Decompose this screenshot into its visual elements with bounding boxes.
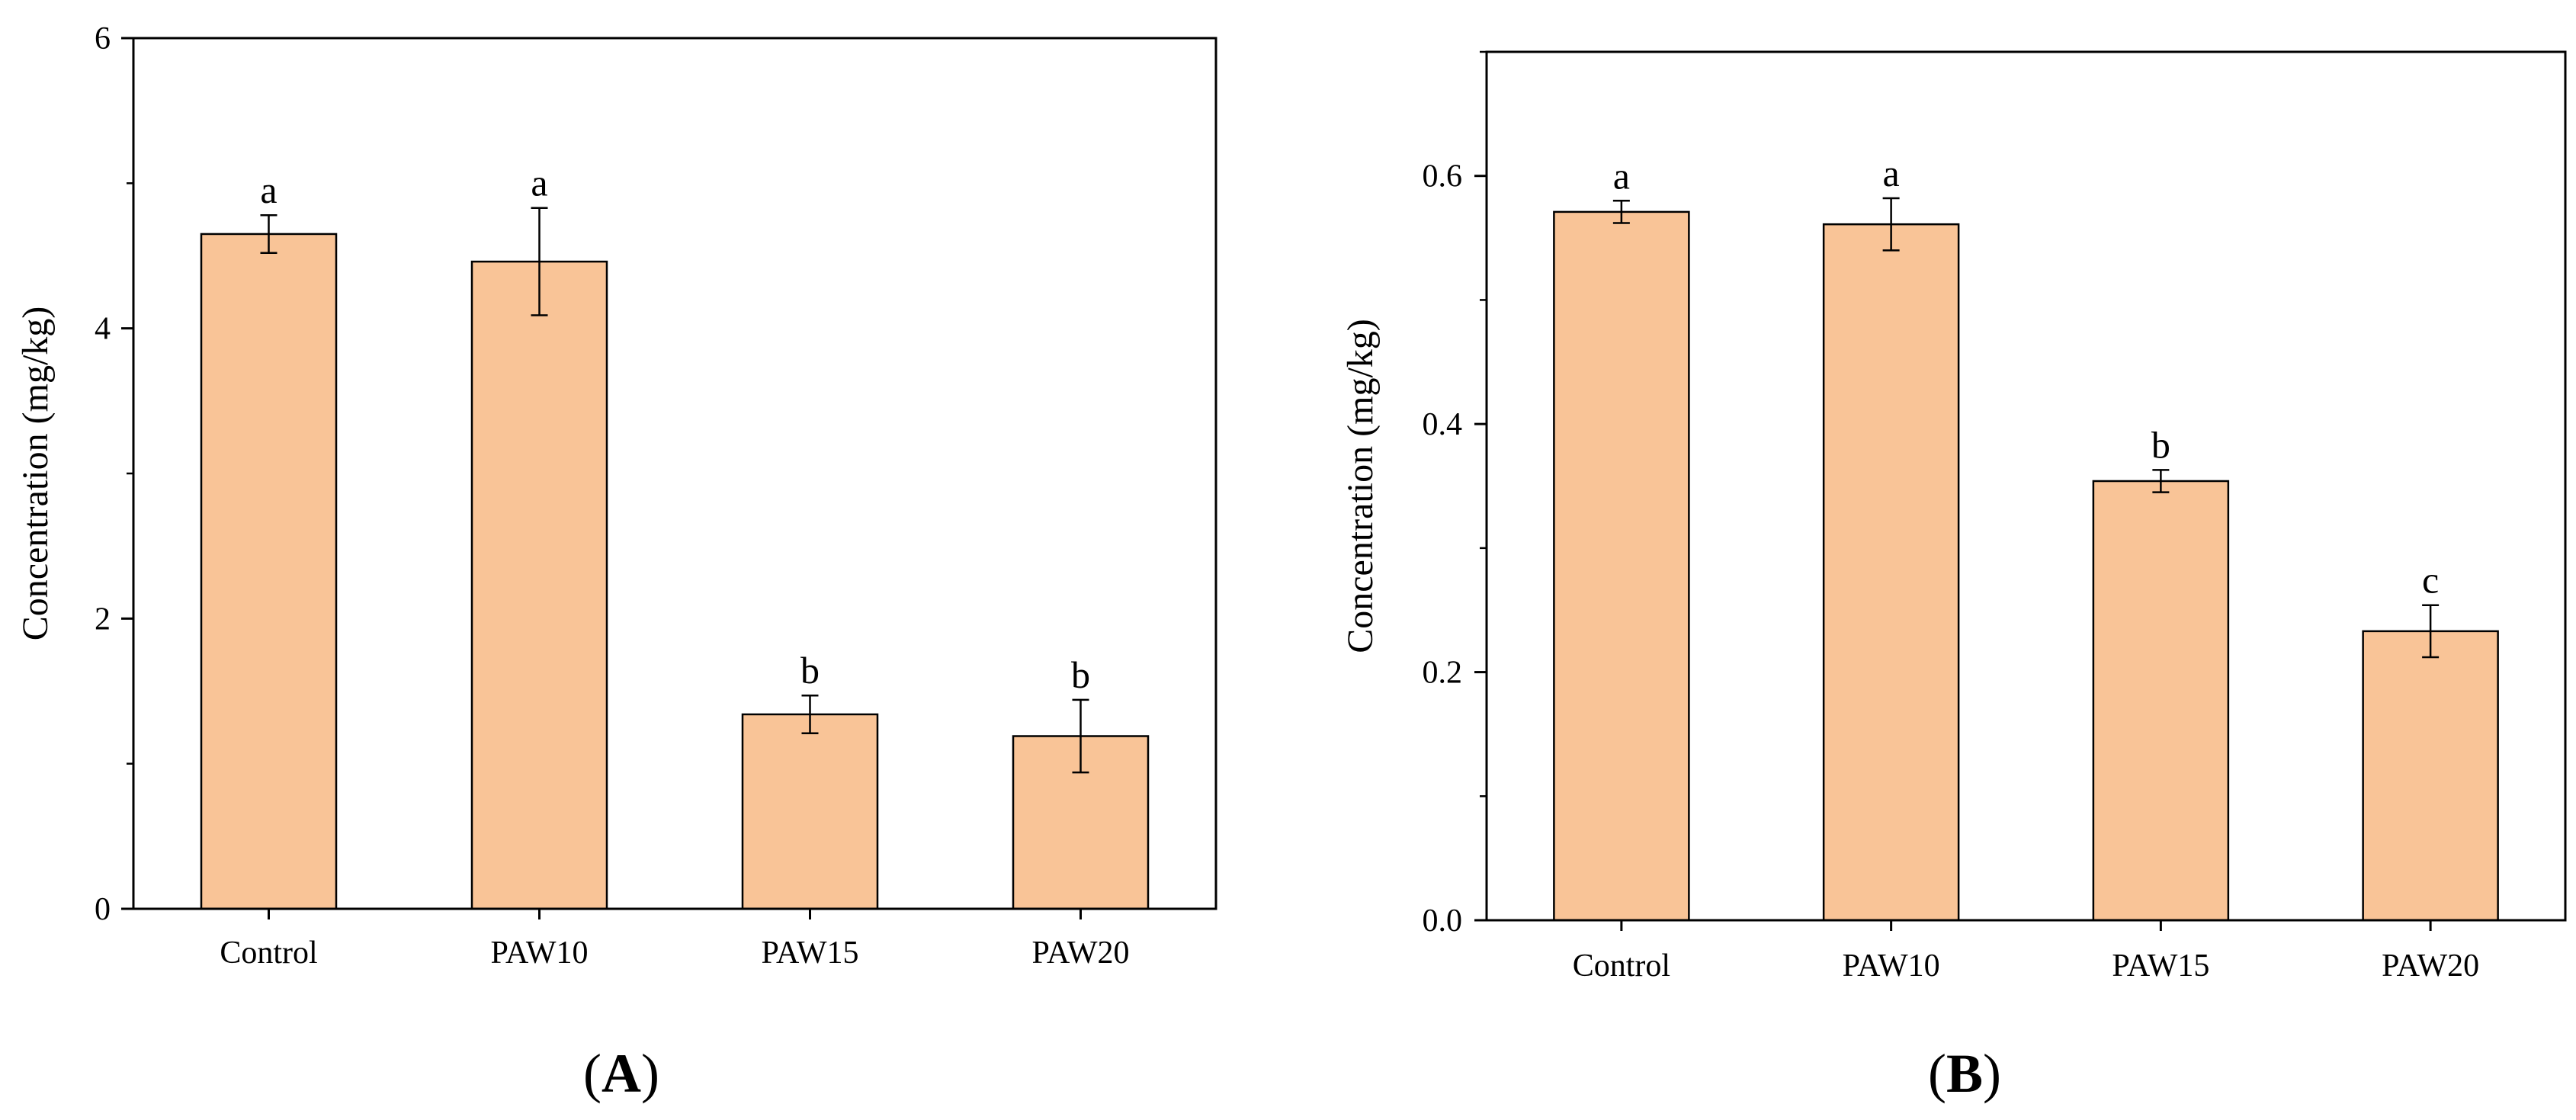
x-tick-label: PAW15 bbox=[761, 935, 858, 971]
y-tick-label: 0.4 bbox=[1423, 407, 1463, 442]
y-tick-label: 0.6 bbox=[1423, 159, 1463, 194]
chart-panel-a: a Control a PAW10 b PAW15 b PAW20 0 2 4 6 Concentrat… bbox=[15, 21, 1217, 1104]
bar-paw15 bbox=[741, 713, 879, 910]
x-tick-label: PAW20 bbox=[1031, 935, 1129, 971]
significance-letter: a bbox=[1613, 154, 1630, 197]
error-bar bbox=[531, 207, 548, 316]
error-bar bbox=[801, 694, 819, 734]
bar-paw10 bbox=[1822, 223, 1960, 922]
error-bar bbox=[260, 213, 277, 254]
significance-letter: b bbox=[1071, 653, 1090, 696]
bar-paw15 bbox=[2092, 480, 2230, 922]
bar-paw10 bbox=[470, 260, 608, 910]
bar-paw20 bbox=[2362, 630, 2499, 922]
y-tick-label: 6 bbox=[95, 21, 111, 56]
significance-letter: a bbox=[260, 168, 277, 211]
x-tick-label: PAW15 bbox=[2112, 948, 2209, 984]
y-tick-label: 0.0 bbox=[1423, 903, 1463, 939]
x-tick-label: Control bbox=[1573, 948, 1670, 984]
error-bar bbox=[2422, 604, 2440, 659]
y-axis-title: Concentration (mg/kg) bbox=[15, 306, 56, 641]
error-bar bbox=[1882, 197, 1900, 252]
x-tick-label: Control bbox=[220, 935, 317, 971]
error-bar bbox=[2152, 469, 2170, 493]
bar-control bbox=[1553, 210, 1690, 922]
significance-letter: b bbox=[800, 649, 820, 692]
y-tick-label: 4 bbox=[95, 312, 111, 347]
plot-frame bbox=[132, 37, 1217, 910]
x-tick-label: PAW10 bbox=[490, 935, 588, 971]
significance-letter: c bbox=[2422, 559, 2439, 602]
significance-letter: a bbox=[1883, 152, 1900, 194]
y-tick-label: 2 bbox=[95, 602, 111, 637]
x-tick-label: PAW20 bbox=[2382, 948, 2479, 984]
panel-label: (B) bbox=[1928, 1043, 2001, 1104]
bar-control bbox=[200, 233, 338, 910]
y-axis-title: Concentration (mg/kg) bbox=[1340, 319, 1381, 653]
significance-letter: b bbox=[2151, 423, 2170, 466]
x-tick-label: PAW10 bbox=[1843, 948, 1940, 984]
error-bar bbox=[1072, 698, 1089, 774]
significance-letter: a bbox=[531, 162, 547, 204]
panel-label: (A) bbox=[583, 1043, 659, 1104]
chart-panel-b: a Control a PAW10 b PAW15 c PAW20 0.0 0.2 0.4 0.6 Co… bbox=[1340, 50, 2567, 1104]
error-bar bbox=[1612, 200, 1630, 224]
plot-frame bbox=[1485, 50, 2567, 922]
y-tick-label: 0.2 bbox=[1423, 656, 1463, 691]
y-tick-label: 0 bbox=[95, 892, 111, 927]
